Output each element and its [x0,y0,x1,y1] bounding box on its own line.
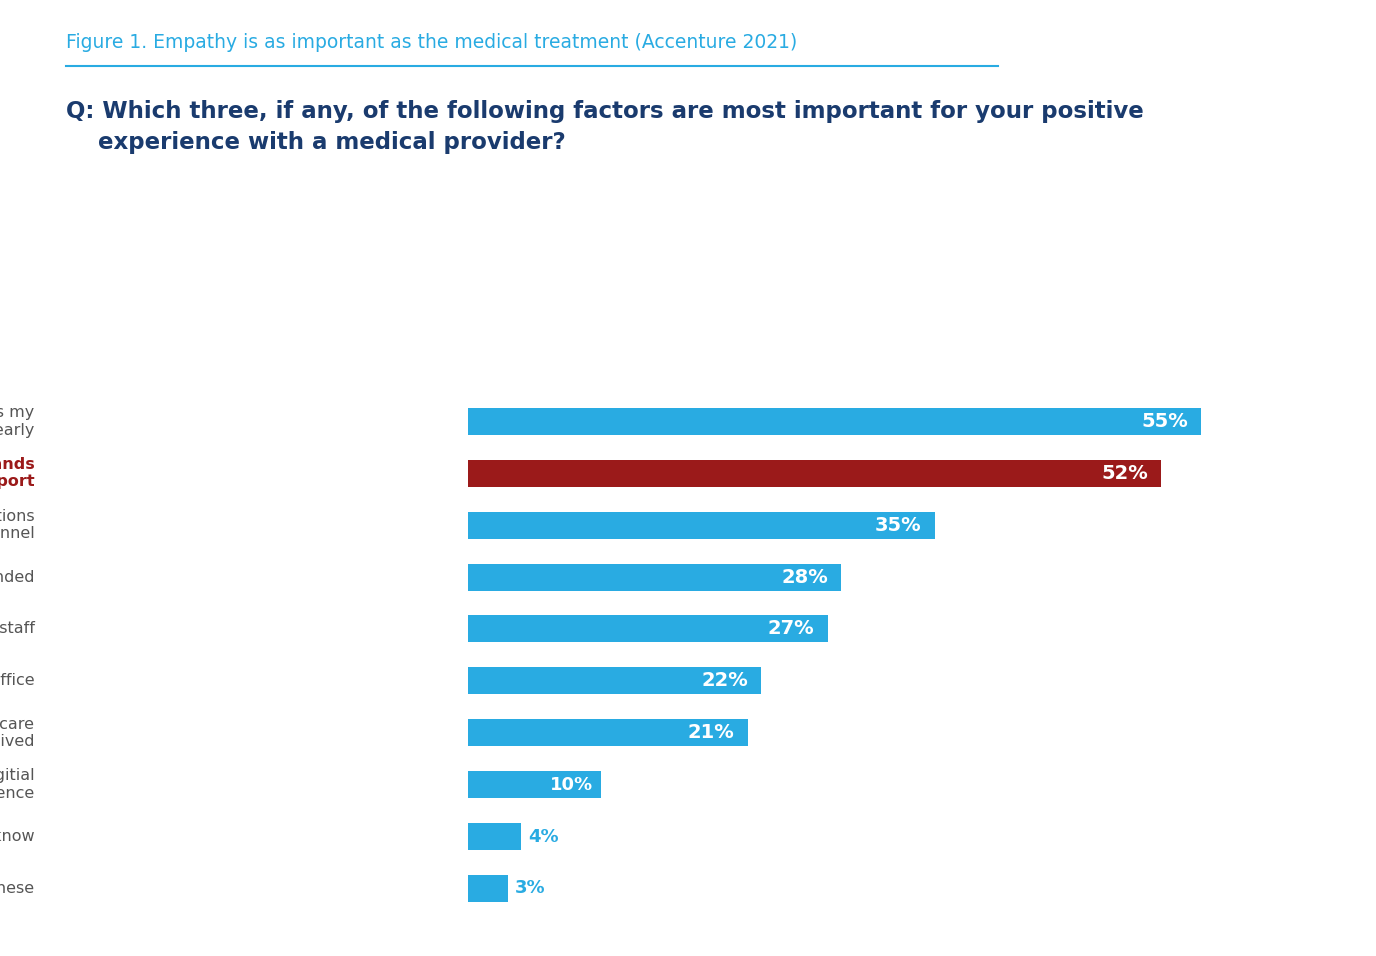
Text: Efficient visits I've attended: Efficient visits I've attended [0,570,34,584]
Text: A medical provider who uses digitial
technologies to optimize my experience: A medical provider who uses digitial tec… [0,769,34,801]
Bar [468,771,601,798]
Text: Figure 1. Empathy is as important as the medical treatment (Accenture 2021): Figure 1. Empathy is as important as the… [66,33,797,53]
Text: 28%: 28% [782,568,828,587]
Text: Well-coordinated care and communications
between medical providers and their per: Well-coordinated care and communications… [0,509,34,541]
Bar [468,667,761,694]
Bar [468,408,1201,435]
Bar [468,719,749,747]
Text: 35%: 35% [875,515,922,534]
Text: 22%: 22% [702,671,749,690]
Text: 10%: 10% [550,775,593,793]
Text: 55%: 55% [1141,412,1187,431]
Bar [468,563,841,591]
Bar [468,511,934,538]
Text: 52%: 52% [1101,464,1148,483]
Bar [468,823,522,850]
Bar [468,460,1161,487]
Text: 4%: 4% [528,828,559,845]
Text: 27%: 27% [768,619,815,639]
Text: Q: Which three, if any, of the following factors are most important for your pos: Q: Which three, if any, of the following… [66,100,1143,154]
Text: 21%: 21% [688,723,735,742]
Text: Affordability of healthcare
services I've received: Affordability of healthcare services I'v… [0,716,34,749]
Text: Nice and helpful staff: Nice and helpful staff [0,621,34,637]
Text: Don't know: Don't know [0,829,34,844]
Text: A nice, clean, and safe office: A nice, clean, and safe office [0,673,34,688]
Text: A medical provider who listens, understands
my needs, and provides emotional sup: A medical provider who listens, understa… [0,457,34,489]
Text: None of these: None of these [0,880,34,896]
Bar [468,616,828,642]
Bar [468,875,508,902]
Text: 3%: 3% [515,880,545,898]
Text: A medical provider who explains my
condition and treatment clearly: A medical provider who explains my condi… [0,405,34,438]
